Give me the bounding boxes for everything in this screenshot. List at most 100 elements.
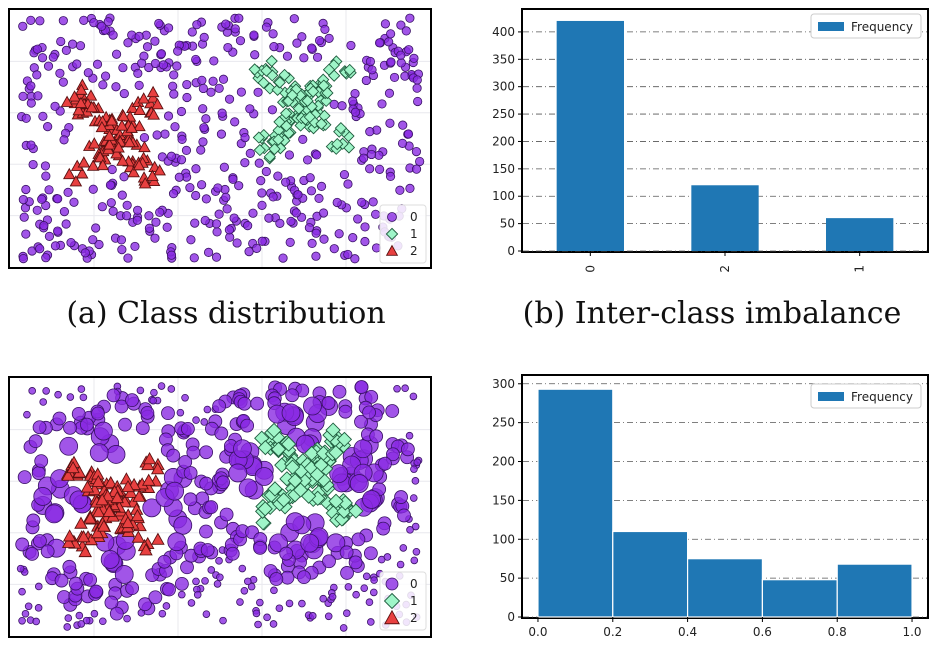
scatter-c-point <box>257 439 273 456</box>
hist-bar <box>836 563 913 618</box>
scatter-c-point <box>219 616 227 625</box>
scatter-a-point <box>151 217 161 227</box>
scatter-a-point <box>89 18 99 28</box>
scatter-a-point <box>298 134 308 144</box>
scatter-c-point <box>233 439 252 459</box>
scatter-c-point <box>349 474 369 493</box>
scatter-c-point <box>104 475 118 489</box>
scatter-a-point <box>282 51 293 61</box>
scatter-c-point <box>385 404 400 418</box>
x-tick-label: 0.8 <box>828 625 847 639</box>
scatter-a-point <box>84 89 98 101</box>
scatter-c-point <box>328 592 337 601</box>
x-tick-label: 1 <box>853 265 867 273</box>
y-tick-label: 200 <box>492 455 515 469</box>
scatter-a-point <box>346 40 356 51</box>
scatter-c-point <box>200 543 215 557</box>
scatter-a-point <box>122 211 132 221</box>
scatter-a-point <box>253 87 263 97</box>
scatter-a-point <box>176 155 187 165</box>
hist-bar <box>612 530 689 618</box>
scatter-c-point <box>167 385 176 393</box>
scatter-c-point <box>348 555 363 570</box>
scatter-c-point <box>405 431 414 440</box>
scatter-c-point <box>110 490 124 504</box>
scatter-a-point <box>56 36 66 47</box>
scatter-c-point <box>125 581 140 596</box>
scatter-a-point <box>250 50 260 60</box>
scatter-c-point <box>342 609 351 618</box>
scatter-c-point <box>118 417 132 432</box>
scatter-a-point <box>103 17 113 27</box>
scatter-a-point <box>395 185 405 195</box>
scatter-a-point <box>108 30 118 40</box>
scatter-a-point <box>26 15 36 25</box>
scatter-c-point <box>207 566 216 574</box>
scatter-a-points <box>10 10 430 267</box>
scatter-c-point <box>39 398 47 406</box>
scatter-c-point <box>363 546 378 561</box>
scatter-a-point <box>134 31 144 41</box>
scatter-c-point <box>157 382 166 390</box>
scatter-a-point <box>216 129 227 139</box>
scatter-a-point <box>26 81 36 91</box>
scatter-a-point <box>119 88 129 99</box>
scatter-a-point <box>198 137 208 147</box>
y-tick-label: 200 <box>492 134 515 148</box>
scatter-a-point <box>319 234 329 244</box>
scatter-a-point <box>389 72 400 83</box>
scatter-c-point <box>95 493 109 506</box>
scatter-c-point <box>142 498 162 518</box>
scatter-c-point <box>369 588 378 597</box>
scatter-a-point <box>18 195 28 205</box>
scatter-a-point <box>33 91 43 101</box>
scatter-a-point <box>72 103 86 116</box>
scatter-a-point <box>280 107 293 120</box>
scatter-c-point <box>181 421 195 436</box>
scatter-a-point <box>189 253 199 263</box>
scatter-c-point <box>77 620 86 628</box>
legend-label: 0 <box>410 210 418 224</box>
scatter-a-point <box>138 140 151 153</box>
scatter-c-point <box>54 390 62 399</box>
scatter-a-point <box>153 164 166 176</box>
scatter-c-point <box>325 422 341 438</box>
y-tick-label: 400 <box>492 25 515 39</box>
scatter-a-point <box>302 155 313 165</box>
scatter-c-point <box>386 447 400 462</box>
scatter-c-point <box>240 586 249 595</box>
scatter-c-point <box>94 421 113 441</box>
legend-swatch <box>818 392 844 401</box>
scatter-a-point <box>245 104 255 114</box>
scatter-c-point <box>383 553 392 561</box>
scatter-c-point <box>324 612 333 621</box>
scatter-c-point <box>82 616 91 625</box>
scatter-a-point <box>385 171 396 182</box>
scatter-a-point <box>166 151 177 161</box>
scatter-a-point <box>26 140 36 150</box>
scatter-c-point <box>140 405 155 420</box>
bar <box>556 20 624 252</box>
y-tick-label: 300 <box>492 80 515 94</box>
scatter-c-point <box>370 576 378 584</box>
scatter-a-point <box>236 87 246 97</box>
scatter-a-point <box>79 15 89 25</box>
scatter-a-point <box>85 100 99 113</box>
scatter-c-point <box>410 465 418 473</box>
y-tick-label: 100 <box>492 532 515 546</box>
scatter-c-point <box>32 420 47 435</box>
scatter-c-point <box>34 454 49 469</box>
scatter-a-point <box>321 86 334 100</box>
scatter-a-point <box>200 215 210 226</box>
scatter-a-point <box>108 206 118 216</box>
scatter-a-point <box>305 173 315 183</box>
scatter-a-point <box>285 237 295 247</box>
scatter-c-point <box>199 476 214 491</box>
scatter-a-point <box>122 200 132 210</box>
scatter-a-point <box>182 79 192 90</box>
x-tick-label: 0.6 <box>753 625 772 639</box>
scatter-a-point <box>268 192 278 202</box>
scatter-c-point <box>263 613 271 622</box>
scatter-c-point <box>109 606 124 621</box>
scatter-c-point <box>15 537 30 552</box>
